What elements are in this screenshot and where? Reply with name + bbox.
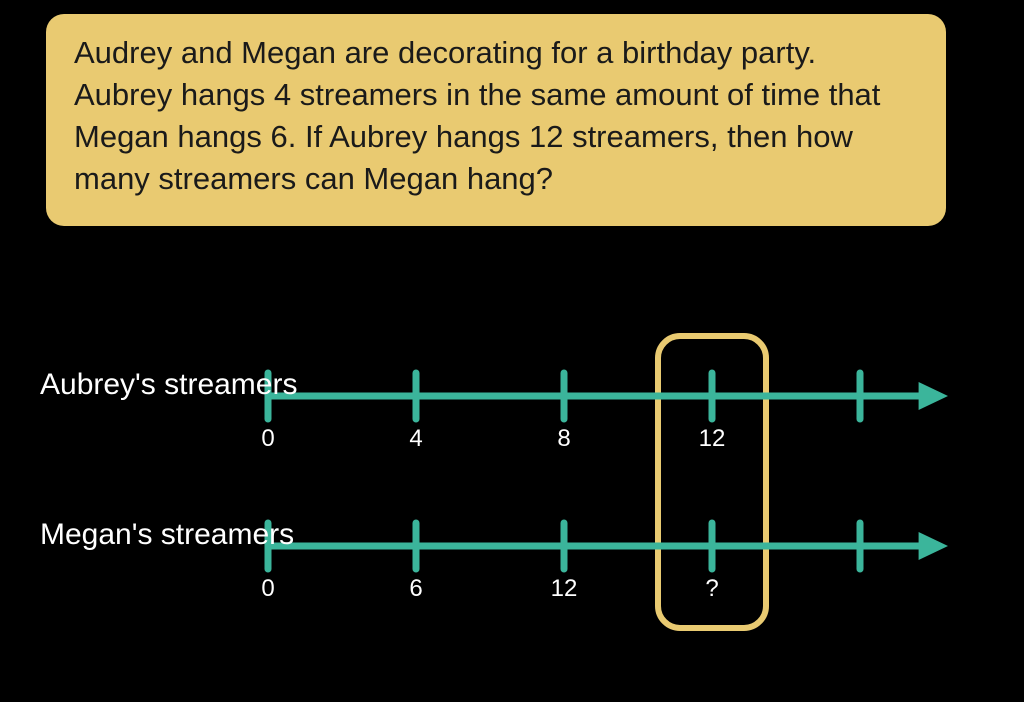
double-number-line-diagram: [0, 0, 1024, 702]
aubrey-tick-label: 12: [699, 425, 726, 453]
megan-tick-label: 12: [551, 575, 578, 603]
aubrey-label: Aubrey's streamers: [40, 368, 297, 402]
megan-tick-label: 0: [261, 575, 274, 603]
megan-tick-label: 6: [409, 575, 422, 603]
aubrey-tick-label: 4: [409, 425, 422, 453]
aubrey-tick-label: 0: [261, 425, 274, 453]
megan-tick-label: ?: [705, 575, 718, 603]
aubrey-tick-label: 8: [557, 425, 570, 453]
megan-label: Megan's streamers: [40, 518, 294, 552]
